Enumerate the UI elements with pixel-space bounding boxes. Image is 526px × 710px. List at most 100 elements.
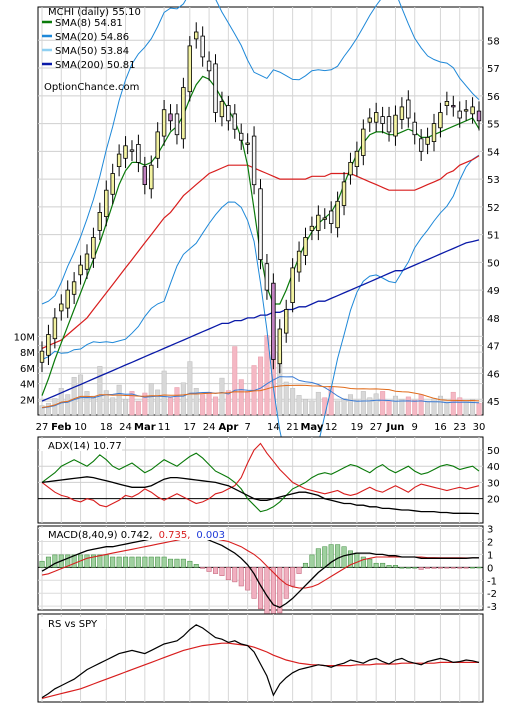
candle-body (277, 328, 282, 365)
candle-body (193, 31, 199, 40)
price-tick-label: 46 (487, 369, 500, 380)
candle-body (46, 334, 51, 356)
candle-body (425, 136, 430, 145)
candle-body (136, 143, 141, 163)
macd-hist-bar (155, 556, 161, 568)
macd-hist-bar (425, 567, 431, 569)
macd-line (41, 533, 479, 609)
macd-hist-bar (206, 567, 212, 572)
macd-hist-bar (405, 567, 411, 569)
x-tick-label: Feb (51, 422, 71, 433)
candle-body (39, 350, 45, 363)
candle-body (354, 150, 360, 168)
candle-body (168, 113, 173, 122)
volume-bar (283, 381, 289, 416)
x-tick-label: 24 (119, 422, 132, 433)
macd-hist-bar (129, 556, 135, 568)
x-tick-label: 16 (434, 422, 447, 433)
volume-bar (116, 384, 122, 416)
macd-hist-bar (52, 554, 58, 568)
macd-tick-label: -1 (487, 576, 497, 587)
candle-body (78, 264, 83, 276)
candle-body (206, 60, 212, 72)
volume-bar (302, 399, 308, 416)
macd-hist-bar (437, 567, 443, 569)
rs-line (41, 624, 480, 699)
macd-hist-bar (412, 567, 418, 569)
volume-bar (90, 395, 96, 416)
candle-body (386, 116, 392, 133)
candle-body (393, 114, 398, 137)
macd-hist-bar (392, 565, 398, 568)
volume-tick-label: 8M (20, 348, 35, 359)
candle-body (219, 101, 225, 118)
rs-lines (41, 624, 480, 699)
macd-tick-label: -3 (487, 602, 497, 613)
volume-bar (386, 400, 392, 416)
x-tick-label: 27 (36, 422, 49, 433)
volume-tick-label: 2M (20, 395, 35, 406)
candle-body (335, 200, 340, 229)
volume-bar (264, 335, 270, 416)
legend-items: SMA(8) 54.81 SMA(20) 54.86 SMA(50) 53.84 SM… (42, 18, 136, 71)
candle-body (316, 214, 321, 231)
x-tick-label: 12 (325, 422, 338, 433)
macd-hist-bar (193, 564, 199, 568)
macd-hist-bar (322, 546, 328, 568)
volume-bar (71, 377, 77, 416)
macd-hist-bar (225, 567, 231, 581)
macd-hist-bar (380, 562, 386, 568)
volume-y-ticks: 10M 8M 6M 4M 2M (14, 332, 35, 406)
lower-band-line (41, 154, 480, 479)
x-tick-label: 7 (244, 422, 250, 433)
volume-bar (392, 395, 398, 416)
x-tick-label: Mar (134, 422, 156, 433)
price-tick-label: 52 (487, 203, 500, 214)
candle-body (463, 109, 469, 112)
candle-body (71, 281, 77, 295)
candle-body (438, 112, 443, 129)
macd-hist-bar (373, 562, 379, 568)
macd-hist-bar (168, 558, 174, 568)
candle-body (187, 45, 192, 93)
adx-tick-label: 40 (487, 462, 500, 473)
macd-hist-bar (463, 567, 469, 569)
volume-bar (219, 377, 225, 416)
legend-label: SMA(50) 53.84 (55, 46, 129, 57)
macd-hist-bar (71, 554, 77, 568)
adx-y-ticks: 50 40 30 20 (487, 446, 500, 506)
candle-body (149, 164, 154, 190)
x-tick-label: May (300, 422, 323, 433)
candle-body (91, 236, 96, 259)
macd-hist-bar (277, 567, 283, 614)
macd-hist-bar (341, 546, 347, 568)
macd-hist-bar (123, 556, 129, 568)
volume-bar (45, 402, 51, 416)
candle-body (361, 128, 366, 156)
volume-bar (39, 405, 45, 416)
candle-body (258, 188, 263, 261)
candle-body (65, 289, 70, 309)
x-tick-label: 19 (351, 422, 364, 433)
price-tick-label: 51 (487, 231, 500, 242)
macd-hist-bar (399, 567, 405, 569)
candle-body (373, 112, 379, 123)
x-tick-label: 17 (183, 422, 196, 433)
macd-hist-bar (200, 567, 206, 569)
macd-title: MACD(8,40,9) 0.742, 0.735, 0.003 (48, 530, 225, 541)
volume-bar (335, 400, 341, 416)
volume-bar (148, 383, 154, 416)
macd-hist-bar (302, 562, 308, 568)
macd-hist-bar (213, 567, 219, 574)
macd-hist-bar (476, 566, 482, 569)
macd-hist-bar (232, 567, 238, 583)
sma50-line (41, 155, 480, 349)
volume-bar (450, 391, 456, 416)
x-tick-label: 21 (286, 422, 299, 433)
candle-body (264, 263, 270, 291)
macd-hist-bar (347, 550, 353, 568)
candle-body (52, 317, 58, 340)
candle-body (476, 110, 482, 122)
